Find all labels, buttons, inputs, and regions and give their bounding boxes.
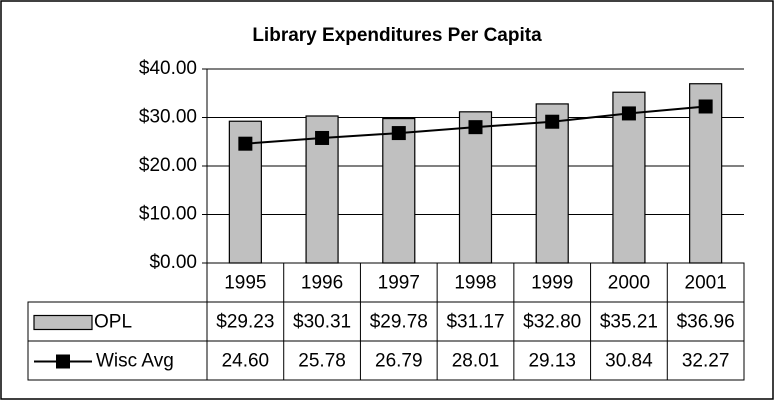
legend-marker: [56, 354, 70, 369]
table-value: $36.96: [677, 312, 735, 333]
marker: [238, 136, 253, 151]
y-tick-label: $40.00: [139, 58, 197, 79]
y-tick-label: $30.00: [139, 107, 197, 128]
table-value: $29.78: [370, 312, 428, 333]
table-value: $29.23: [216, 312, 274, 333]
bar: [458, 111, 493, 264]
marker: [315, 130, 330, 145]
y-tick-label: $0.00: [149, 252, 197, 273]
bar: [689, 83, 723, 264]
marker: [698, 99, 713, 114]
table-value: $35.21: [600, 312, 658, 333]
x-tick-label: 2001: [685, 273, 727, 294]
y-tick-label: $20.00: [139, 155, 197, 176]
legend-label: OPL: [94, 312, 132, 333]
legend-swatch: [33, 314, 93, 331]
table-value: 32.27: [682, 351, 730, 372]
table-value: 30.84: [605, 351, 653, 372]
table-value: $31.17: [446, 312, 504, 333]
x-tick-label: 1996: [301, 273, 343, 294]
bar: [535, 103, 569, 264]
marker: [621, 106, 636, 121]
marker: [545, 114, 560, 129]
table-value: 26.79: [375, 351, 423, 372]
x-tick-label: 1995: [224, 273, 266, 294]
table-value: $30.31: [293, 312, 351, 333]
marker: [391, 126, 406, 141]
legend-label: Wisc Avg: [96, 351, 174, 372]
table-value: $32.80: [523, 312, 581, 333]
table-value: 24.60: [222, 351, 270, 372]
x-tick-label: 1998: [454, 273, 496, 294]
bar: [612, 91, 646, 264]
x-tick-label: 1997: [378, 273, 420, 294]
bar: [382, 117, 416, 264]
x-tick-label: 2000: [608, 273, 650, 294]
y-tick-label: $10.00: [139, 204, 197, 225]
table-value: 29.13: [528, 351, 576, 372]
x-tick-label: 1999: [531, 273, 573, 294]
table-value: 28.01: [452, 351, 500, 372]
table-value: 25.78: [298, 351, 346, 372]
marker: [468, 120, 483, 135]
chart-title: Library Expenditures Per Capita: [252, 25, 542, 46]
